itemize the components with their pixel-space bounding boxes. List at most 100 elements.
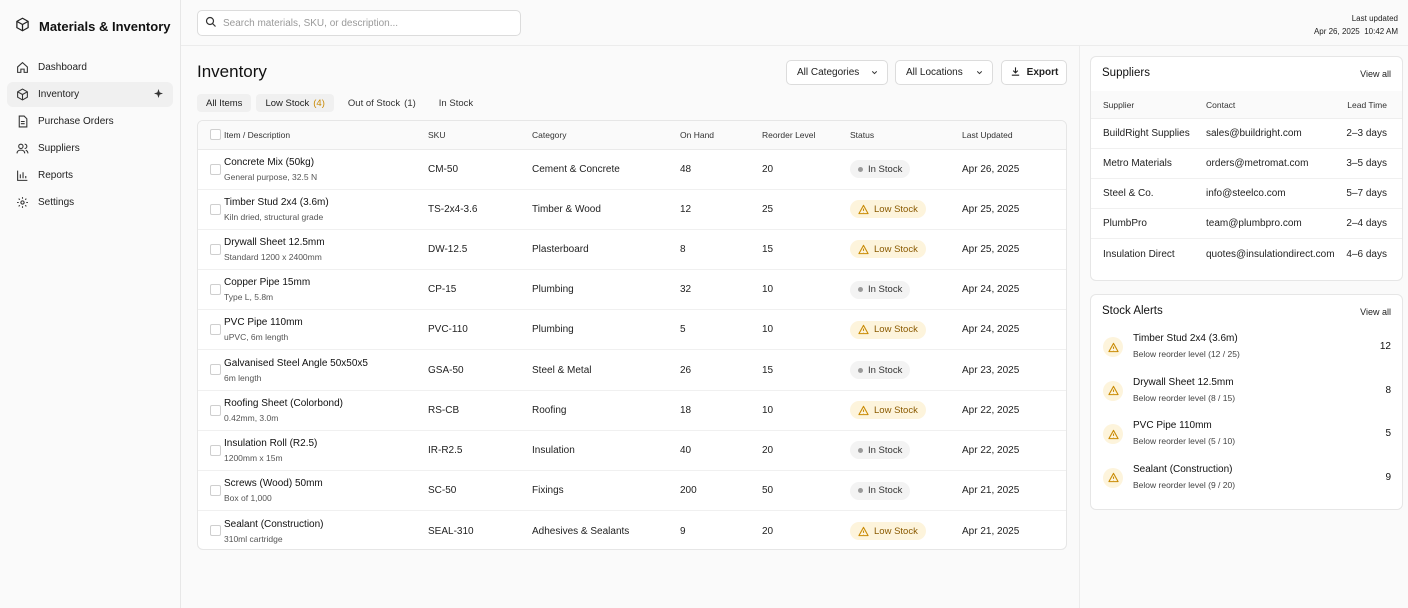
stock-alert-item[interactable]: PVC Pipe 110mm Below reorder level (5 / … [1091, 413, 1402, 456]
export-button[interactable]: Export [1001, 60, 1067, 85]
chevron-down-icon [975, 68, 984, 80]
column-header[interactable]: Reorder Level [762, 129, 816, 140]
sku-cell: PVC-110 [428, 324, 468, 336]
alerts-view-all-link[interactable]: View all [1360, 307, 1391, 317]
row-checkbox[interactable] [210, 404, 221, 416]
stock-alert-item[interactable]: Drywall Sheet 12.5mm Below reorder level… [1091, 370, 1402, 413]
item-description: 6m length [224, 372, 262, 383]
item-name: Drywall Sheet 12.5mm [224, 236, 325, 248]
row-checkbox[interactable] [210, 203, 221, 215]
row-checkbox[interactable] [210, 364, 221, 376]
warning-icon [1103, 380, 1123, 401]
category-cell: Adhesives & Sealants [532, 525, 630, 537]
column-header[interactable]: Last Updated [962, 129, 1013, 140]
column-header[interactable]: SKU [428, 129, 446, 140]
brand[interactable]: Materials & Inventory [15, 17, 171, 35]
status-label: Low Stock [874, 404, 918, 416]
row-checkbox[interactable] [210, 324, 221, 336]
stock-alert-item[interactable]: Timber Stud 2x4 (3.6m) Below reorder lev… [1091, 326, 1402, 369]
location-filter-value: All Locations [906, 67, 963, 78]
search-input[interactable] [223, 17, 513, 29]
last-updated-cell: Apr 25, 2025 [962, 243, 1020, 255]
table-row[interactable]: Timber Stud 2x4 (3.6m) Kiln dried, struc… [198, 189, 1066, 230]
on-hand-cell: 200 [680, 485, 697, 497]
category-filter[interactable]: All Categories [786, 60, 888, 85]
supplier-row[interactable]: PlumbPro team@plumbpro.com 2–4 days [1091, 209, 1402, 239]
reorder-level-cell: 10 [762, 324, 774, 336]
status-dot-icon [858, 287, 863, 293]
last-updated-cell: Apr 24, 2025 [962, 284, 1020, 296]
warning-icon [858, 526, 869, 537]
table-row[interactable]: Copper Pipe 15mm Type L, 5.8m CP-15 Plum… [198, 270, 1066, 310]
chart-icon [16, 169, 29, 182]
tab-out-of-stock[interactable]: Out of Stock (1) [339, 94, 425, 112]
tab-in-stock[interactable]: In Stock [430, 94, 482, 112]
sku-cell: RS-CB [428, 404, 460, 416]
alert-item-name: PVC Pipe 110mm [1133, 420, 1212, 431]
column-header[interactable]: Status [850, 129, 875, 140]
supplier-row[interactable]: BuildRight Supplies sales@buildright.com… [1091, 119, 1402, 149]
last-updated-cell: Apr 21, 2025 [962, 485, 1020, 497]
column-header[interactable]: Category [532, 129, 567, 140]
stock-alert-item[interactable]: Sealant (Construction) Below reorder lev… [1091, 457, 1402, 500]
alert-item-name: Drywall Sheet 12.5mm [1133, 376, 1234, 388]
warning-icon [858, 324, 869, 335]
item-description: Standard 1200 x 2400mm [224, 251, 322, 262]
sidebar-item-purchase-orders[interactable]: Purchase Orders [7, 109, 173, 134]
row-checkbox[interactable] [210, 485, 221, 497]
search-box[interactable] [197, 10, 521, 36]
location-filter[interactable]: All Locations [895, 60, 993, 85]
column-header: Contact [1206, 99, 1236, 110]
tab-label: In Stock [438, 97, 474, 109]
table-row[interactable]: Drywall Sheet 12.5mm Standard 1200 x 240… [198, 229, 1066, 270]
supplier-name: PlumbPro [1103, 218, 1147, 229]
select-all-checkbox[interactable] [210, 129, 221, 141]
item-name: Roofing Sheet (Colorbond) [224, 397, 343, 409]
table-row[interactable]: Sealant (Construction) 310ml cartridge S… [198, 511, 1066, 549]
sku-cell: CM-50 [428, 163, 459, 175]
row-checkbox[interactable] [210, 444, 221, 456]
main-content: Inventory All Categories All Locations E… [181, 46, 1079, 608]
sidebar-item-suppliers[interactable]: Suppliers [7, 136, 173, 161]
on-hand-cell: 32 [680, 284, 692, 296]
column-header[interactable]: On Hand [680, 129, 715, 140]
sidebar-item-dashboard[interactable]: Dashboard [7, 55, 173, 80]
tab-low-stock[interactable]: Low Stock (4) [256, 94, 334, 112]
warning-icon [1103, 424, 1123, 444]
sidebar-item-settings[interactable]: Settings [7, 190, 173, 215]
alert-item-detail: Below reorder level (8 / 15) [1133, 392, 1236, 403]
category-cell: Steel & Metal [532, 364, 592, 376]
suppliers-title: Suppliers [1102, 67, 1150, 79]
status-label: In Stock [868, 364, 903, 376]
sku-cell: IR-R2.5 [428, 444, 463, 456]
on-hand-cell: 18 [680, 404, 692, 416]
table-row[interactable]: PVC Pipe 110mm uPVC, 6m length PVC-110 P… [198, 310, 1066, 350]
sidebar-item-inventory[interactable]: Inventory [7, 82, 173, 107]
sidebar-item-reports[interactable]: Reports [7, 163, 173, 188]
reorder-level-cell: 15 [762, 243, 774, 255]
table-row[interactable]: Roofing Sheet (Colorbond) 0.42mm, 3.0m R… [198, 390, 1066, 431]
supplier-row[interactable]: Insulation Direct quotes@insulationdirec… [1091, 239, 1402, 269]
supplier-row[interactable]: Steel & Co. info@steelco.com 5–7 days [1091, 179, 1402, 209]
item-name: Copper Pipe 15mm [224, 277, 311, 289]
row-checkbox[interactable] [210, 243, 221, 255]
table-row[interactable]: Insulation Roll (R2.5) 1200mm x 15m IR-R… [198, 430, 1066, 471]
category-cell: Plumbing [532, 284, 574, 296]
tab-all-items[interactable]: All Items [197, 94, 252, 112]
supplier-row[interactable]: Metro Materials orders@metromat.com 3–5 … [1091, 149, 1402, 179]
reorder-level-cell: 10 [762, 404, 774, 416]
last-updated-cell: Apr 25, 2025 [962, 203, 1020, 215]
item-name: PVC Pipe 110mm [224, 317, 303, 329]
table-row[interactable]: Galvanised Steel Angle 50x50x5 6m length… [198, 350, 1066, 391]
table-row[interactable]: Concrete Mix (50kg) General purpose, 32.… [198, 149, 1066, 190]
row-checkbox[interactable] [210, 284, 221, 296]
suppliers-view-all-link[interactable]: View all [1360, 69, 1391, 79]
status-label: In Stock [868, 284, 903, 296]
table-row[interactable]: Screws (Wood) 50mm Box of 1,000 SC-50 Fi… [198, 471, 1066, 511]
row-checkbox[interactable] [210, 163, 221, 175]
sidebar-item-label: Purchase Orders [38, 116, 114, 127]
column-header[interactable]: Item / Description [224, 129, 291, 140]
item-description: General purpose, 32.5 N [224, 171, 318, 182]
category-cell: Fixings [532, 485, 564, 497]
row-checkbox[interactable] [210, 525, 221, 537]
